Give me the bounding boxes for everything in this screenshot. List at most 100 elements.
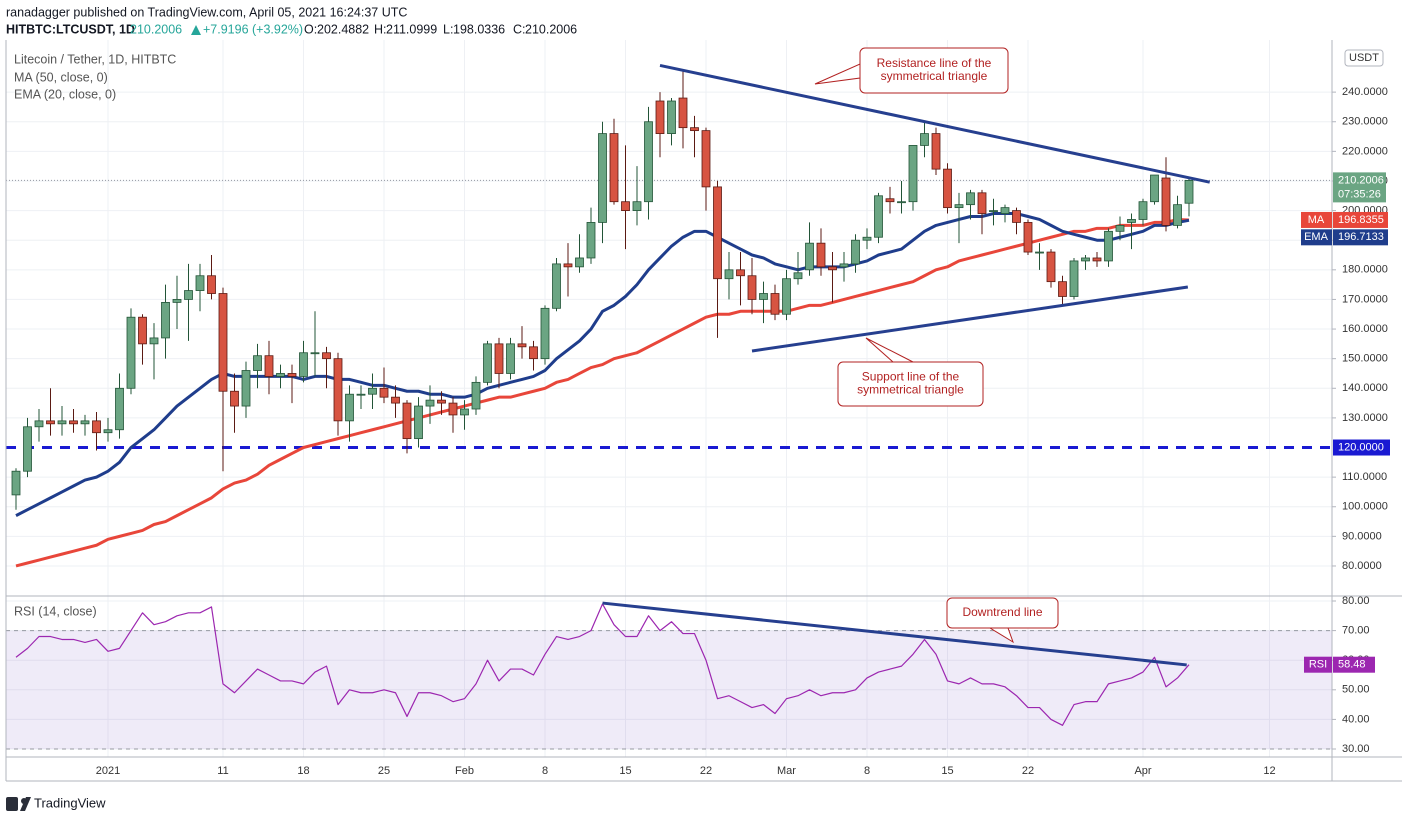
candle-body (345, 393, 354, 422)
legend-entry: MA (50, close, 0) (14, 70, 108, 84)
x-tick-label: 25 (378, 765, 390, 777)
y-tick-label: 100.0000 (1342, 501, 1388, 513)
candle-body (885, 198, 895, 203)
candle-body (632, 201, 642, 211)
candle-body (172, 299, 182, 303)
candle-body (1161, 177, 1171, 226)
candle-body (333, 358, 343, 422)
candle-body (1127, 219, 1136, 223)
candle-body (552, 263, 561, 309)
candle-body (1115, 224, 1125, 232)
candle-body (609, 133, 619, 203)
y-tick-label: 230.0000 (1342, 116, 1388, 128)
candle-body (356, 393, 366, 396)
candle-body (368, 387, 377, 395)
up-arrow (191, 25, 201, 35)
y-tick-label: 160.0000 (1342, 323, 1388, 335)
candle-body (1035, 251, 1044, 254)
y-tick-label: 130.0000 (1342, 412, 1388, 424)
candle-body (184, 290, 193, 300)
candle-body (989, 210, 998, 212)
candle-body (908, 145, 918, 203)
candle-body (69, 420, 78, 425)
candle-body (529, 346, 538, 360)
series-tag-label: RSI (1309, 659, 1327, 671)
brand: TradingView (34, 795, 106, 810)
candle-body (977, 192, 987, 214)
value-label-box (1333, 211, 1388, 228)
candle-body (1184, 179, 1194, 204)
candle-body (11, 470, 21, 496)
x-tick-label: 22 (700, 765, 712, 777)
series-tag (1304, 656, 1332, 673)
candle-body (782, 278, 791, 315)
candle-body (644, 121, 653, 203)
candle-body (1081, 257, 1090, 262)
brand-logo (6, 797, 31, 811)
candle-body (793, 272, 803, 280)
ohlc-value: 202.4882 (317, 22, 369, 36)
candle-body (391, 396, 400, 404)
candle-body (1012, 210, 1021, 223)
candle-body (862, 236, 872, 241)
candle-body (690, 127, 699, 132)
x-tick-label: 11 (217, 765, 228, 777)
callout-box (946, 597, 1059, 629)
y-tick-label: 40.00 (1342, 713, 1370, 725)
candle-body (299, 352, 308, 377)
candle-body (115, 387, 124, 431)
value-label-box (1333, 229, 1388, 246)
x-tick-label: Feb (455, 765, 474, 777)
candle-body (471, 381, 481, 410)
candle-body (402, 402, 412, 440)
ohlc-label: C: (513, 22, 526, 36)
series-tag (1301, 211, 1332, 228)
last-price: 210.2006 (130, 22, 182, 36)
candle-body (1000, 207, 1010, 214)
value-label: 58.48 (1338, 659, 1366, 671)
series-tag-label: MA (1308, 214, 1325, 226)
candle-body (655, 100, 665, 134)
callout-text: Downtrend line (962, 605, 1042, 619)
candle-body (575, 257, 584, 268)
currency-box (1344, 49, 1384, 67)
candle-body (161, 301, 170, 339)
y-tick-label: 90.0000 (1342, 530, 1382, 542)
ohlc-label: H: (374, 22, 387, 36)
y-tick-label: 80.00 (1342, 595, 1370, 607)
y-tick-label: 140.0000 (1342, 382, 1388, 394)
candle-body (460, 408, 469, 416)
candle-body (322, 352, 331, 360)
candle-body (1173, 204, 1182, 226)
countdown: 07:35:26 (1338, 188, 1381, 200)
ohlc-label: L: (443, 22, 453, 36)
candle-body (138, 316, 147, 345)
candle-body (839, 263, 849, 268)
candle-body (816, 242, 826, 268)
x-tick-label: 12 (1263, 765, 1275, 777)
candle-body (621, 201, 630, 211)
candle-body (483, 343, 492, 383)
value-label: 196.7133 (1338, 231, 1384, 243)
logo-part (6, 797, 18, 811)
candle-body (724, 269, 734, 280)
candle-body (414, 405, 423, 440)
candle-body (966, 192, 975, 206)
candle-body (92, 420, 101, 434)
candle-body (57, 420, 67, 425)
value-label: 196.8355 (1338, 214, 1384, 226)
legend-title: Litecoin / Tether, 1D, HITBTC (14, 52, 176, 66)
ohlc-value: 210.2006 (525, 22, 577, 36)
candle-body (1046, 251, 1056, 283)
last-price-box (1333, 172, 1386, 203)
candle-body (126, 316, 136, 389)
callout-text: Support line of the (862, 370, 960, 384)
candle-body (897, 201, 906, 204)
candle-body (506, 343, 515, 374)
last-price-label: 210.2006 (1338, 174, 1384, 186)
candle-body (805, 242, 814, 271)
candle-body (230, 390, 239, 407)
